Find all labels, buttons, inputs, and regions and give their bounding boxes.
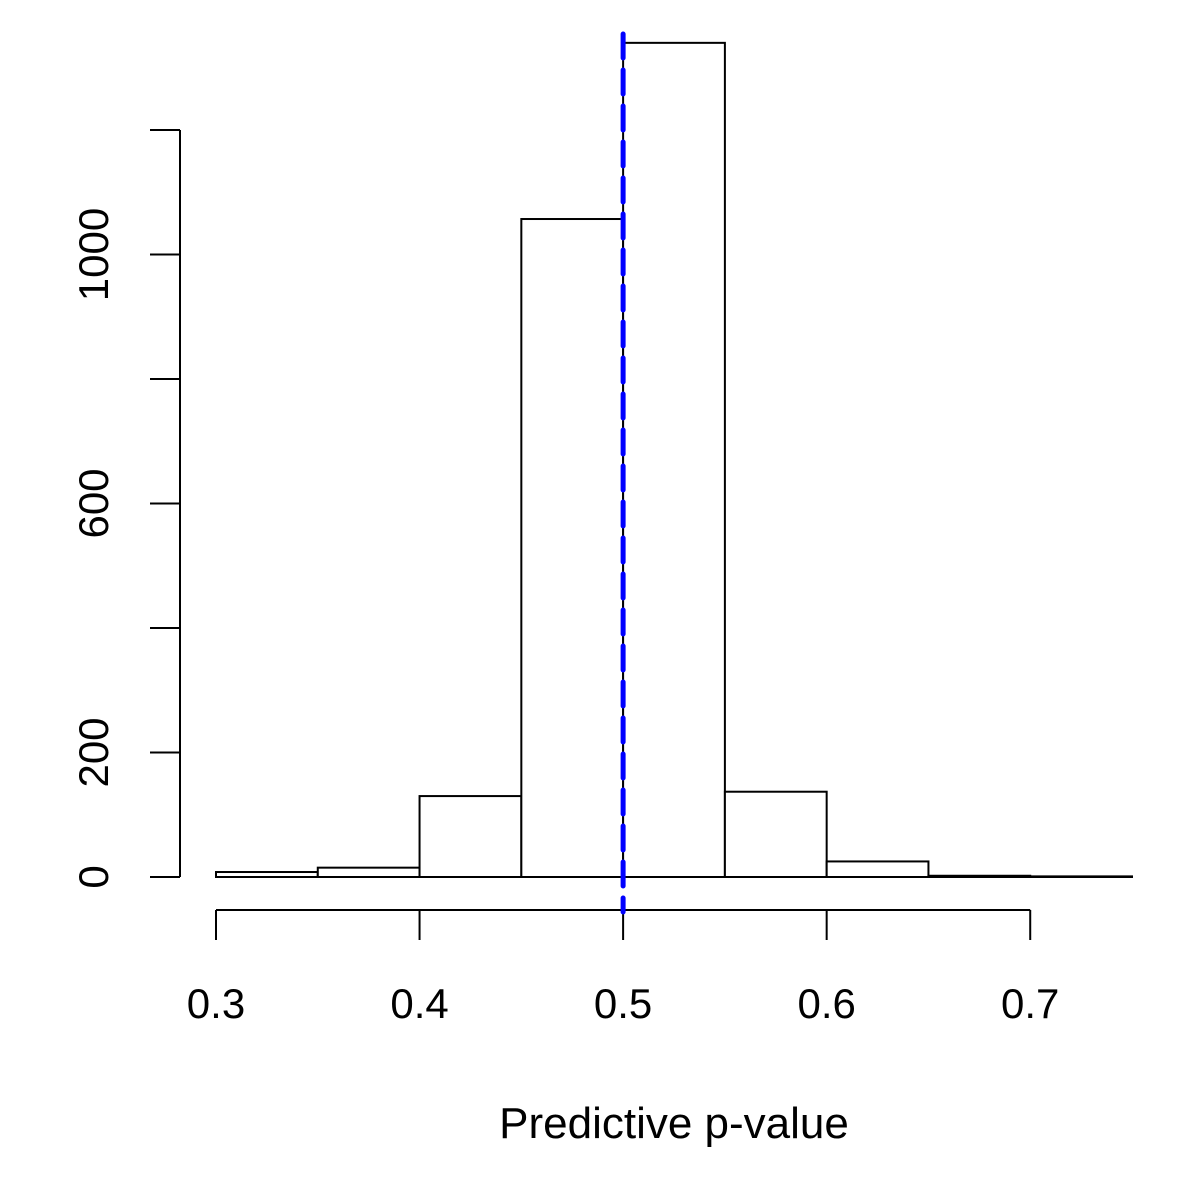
histogram-bar xyxy=(418,795,523,879)
x-axis: 0.3 0.4 0.5 0.6 0.7 xyxy=(187,909,1059,1027)
y-tick-label: 1000 xyxy=(70,208,117,301)
histogram-bar xyxy=(723,790,828,879)
histogram-bar xyxy=(520,218,625,878)
histogram-bar xyxy=(825,860,930,878)
bars-group xyxy=(215,41,1133,879)
histogram-bar xyxy=(1029,875,1133,879)
x-tick-label: 0.5 xyxy=(594,980,652,1027)
x-tick-label: 0.6 xyxy=(797,980,855,1027)
y-tick-label: 200 xyxy=(70,717,117,787)
x-tick-label: 0.3 xyxy=(187,980,245,1027)
y-tick-label: 0 xyxy=(70,865,117,888)
histogram-bar xyxy=(622,41,726,879)
x-tick-label: 0.7 xyxy=(1001,980,1059,1027)
histogram-bar xyxy=(215,871,319,879)
x-tick-label: 0.4 xyxy=(390,980,448,1027)
y-tick-label: 600 xyxy=(70,468,117,538)
histogram-bar xyxy=(316,866,421,878)
y-axis: 0 200 600 1000 xyxy=(70,129,181,889)
histogram-bar xyxy=(927,874,1032,879)
x-axis-title: Predictive p-value xyxy=(499,1099,849,1148)
